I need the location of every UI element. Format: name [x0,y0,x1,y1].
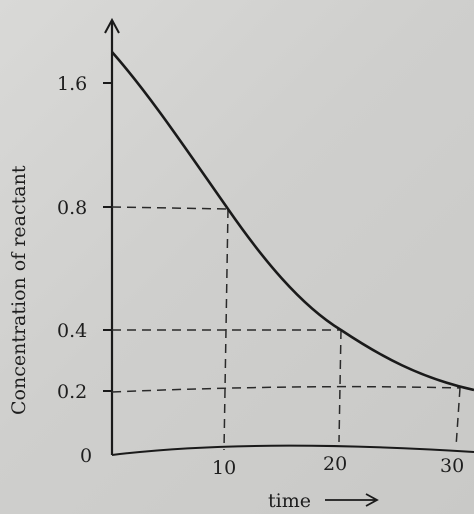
concentration-curve [111,51,474,392]
y-axis-title: Concentration of reactant [8,165,30,415]
guide-vertical-20 [338,329,342,443]
guide-lines [111,206,461,451]
y-tick-label-0.8: 0.8 [57,197,87,219]
y-tick-label-1.6: 1.6 [57,73,87,95]
y-tick-label-0.4: 0.4 [57,320,87,342]
guide-horizontal-0.2 [111,385,461,393]
x-tick-label-10: 10 [212,457,236,479]
guide-horizontal-0.8 [111,206,229,210]
x-axis [111,444,474,456]
x-axis-title-arrow [325,493,379,507]
y-tick-label-0: 0 [80,445,92,467]
x-axis-title: time [268,490,311,512]
y-tick-label-0.2: 0.2 [57,381,87,403]
y-axis-arrow [104,17,120,34]
x-tick-label-20: 20 [323,453,347,475]
guide-vertical-30 [455,387,461,448]
x-tick-label-30: 30 [440,455,464,477]
